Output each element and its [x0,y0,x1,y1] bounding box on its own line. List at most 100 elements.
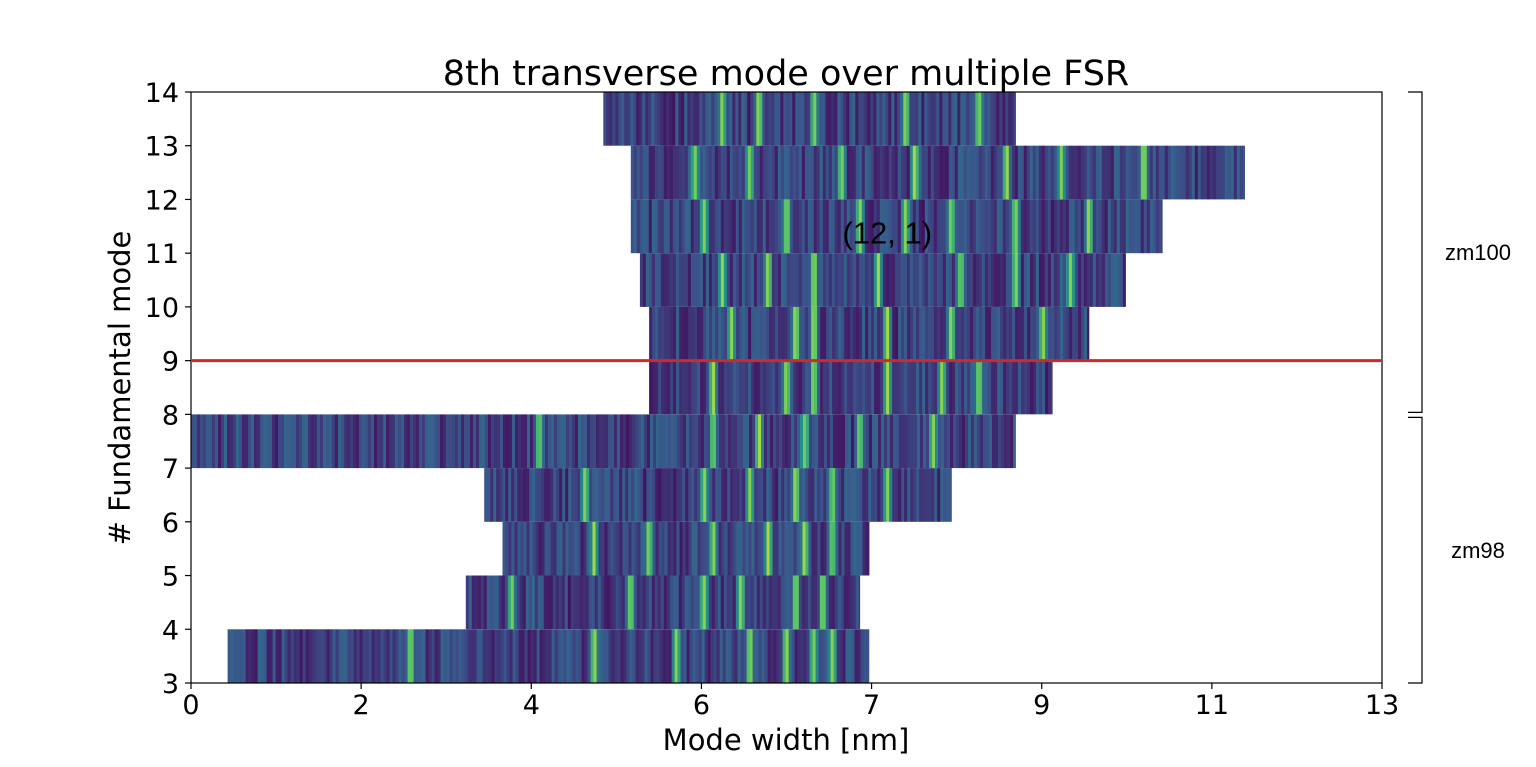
heatmap-cell [617,629,621,683]
heatmap-cell [311,629,315,683]
heatmap-cell [1015,306,1019,361]
heatmap-cell [774,199,779,254]
heatmap-cell [543,575,548,630]
heatmap-cell [834,92,838,146]
heatmap-cell [867,199,872,254]
heatmap-cell [751,468,755,522]
heatmap-cell [669,92,673,146]
heatmap-cell [761,414,765,469]
heatmap-cell [793,521,797,576]
heatmap-cell [735,92,739,146]
y-tick-label: 8 [162,400,179,431]
heatmap-cell [1005,145,1010,200]
heatmap-cell [477,575,482,630]
heatmap-cell [916,360,920,415]
heatmap-cell [678,199,683,254]
heatmap-cell [1011,92,1015,146]
heatmap-cell [798,92,802,146]
heatmap-cell [940,360,944,415]
heatmap-cell [1062,253,1067,307]
heatmap-cell [796,306,800,361]
heatmap-cell [862,306,866,361]
heatmap-cell [820,521,824,576]
heatmap-cell [753,199,758,254]
heatmap-cell [377,414,381,469]
heatmap-cell [723,253,728,307]
heatmap-cell [1158,145,1163,200]
heatmap-cell [335,629,339,683]
heatmap-cell [721,360,725,415]
heatmap-cell [245,414,249,469]
heatmap-cell [515,629,519,683]
heatmap-cell [371,414,375,469]
heatmap-cell [200,414,204,469]
heatmap-cell [726,575,731,630]
heatmap-cell [556,521,560,576]
heatmap-cell [713,414,717,469]
heatmap-cell [443,414,447,469]
heatmap-cell [636,575,641,630]
heatmap-cell [428,414,432,469]
heatmap-row-12 [630,145,1245,200]
heatmap-cell [692,629,696,683]
heatmap-cell [575,629,579,683]
heatmap-cell [849,145,854,200]
heatmap-cell [579,575,584,630]
heatmap-cell [967,306,971,361]
heatmap-cell [855,199,860,254]
heatmap-cell [804,253,809,307]
heatmap-cell [512,629,516,683]
heatmap-cell [209,414,213,469]
heatmap-cell [572,414,576,469]
heatmap-cell [823,360,827,415]
heatmap-cell [904,360,908,415]
x-tick-label: 13 [1365,690,1399,721]
heatmap-cell [733,521,737,576]
bracket-zm100 [1408,91,1423,413]
heatmap-cell [847,468,851,522]
heatmap-cell [759,253,764,307]
heatmap-cell [1078,306,1082,361]
heatmap-cell [779,414,783,469]
heatmap-cell [865,306,869,361]
heatmap-cell [756,199,761,254]
heatmap-cell [505,468,509,522]
heatmap-cell [573,575,578,630]
heatmap-cell [1005,253,1010,307]
heatmap-cell [1023,199,1028,254]
heatmap-cell [708,253,713,307]
heatmap-cell [717,199,722,254]
heatmap-cell [837,199,842,254]
heatmap-cell [626,629,630,683]
heatmap-cell [936,199,941,254]
heatmap-cell [485,414,489,469]
heatmap-cell [941,414,945,469]
heatmap-cell [975,92,979,146]
heatmap-cell [479,414,483,469]
heatmap-cell [853,306,857,361]
x-tick-label: 4 [523,690,540,721]
heatmap-cell [996,253,1001,307]
heatmap-cell [960,199,965,254]
heatmap-cell [1069,306,1073,361]
heatmap-cell [236,414,240,469]
heatmap-cell [1011,145,1016,200]
heatmap-cell [763,360,767,415]
heatmap-cell [679,468,683,522]
heatmap-cell [1233,145,1238,200]
heatmap-cell [377,629,381,683]
heatmap-cell [852,199,857,254]
heatmap-cell [846,253,851,307]
heatmap-cell [578,414,582,469]
heatmap-cell [607,468,611,522]
heatmap-cell [835,306,839,361]
heatmap-cell [338,414,342,469]
heatmap-cell [666,199,671,254]
heatmap-cell [864,199,869,254]
heatmap-cell [856,306,860,361]
heatmap-cell [783,253,788,307]
heatmap-cell [554,414,558,469]
heatmap-cell [550,521,554,576]
heatmap-cell [627,92,631,146]
